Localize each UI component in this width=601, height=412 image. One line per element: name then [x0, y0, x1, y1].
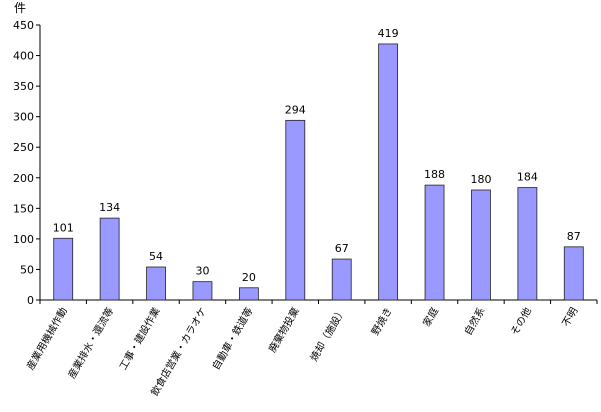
data-label: 294 [285, 103, 306, 116]
y-tick-label: 250 [13, 141, 34, 154]
x-tick-label: 産業排水・還流等 [65, 305, 116, 381]
data-label: 180 [470, 173, 491, 186]
bar [378, 43, 399, 301]
y-tick-label: 450 [13, 19, 34, 32]
bar [53, 237, 74, 301]
y-tick-label: 350 [13, 80, 34, 93]
bar [238, 287, 259, 301]
data-label: 188 [424, 168, 445, 181]
x-tick-label: 野焼き [369, 306, 394, 338]
x-tick-label: 廃棄物投棄 [266, 305, 302, 355]
y-tick-label: 300 [13, 111, 34, 124]
bar [285, 119, 306, 301]
data-label: 87 [567, 230, 581, 243]
x-tick-label: 焼却（施設） [307, 305, 348, 363]
bar [99, 217, 120, 301]
x-tick-label: 不明 [560, 306, 580, 329]
data-label: 419 [378, 27, 399, 40]
x-tick-label: 工事・建設作業 [116, 305, 162, 372]
y-tick-label: 100 [13, 233, 34, 246]
data-label: 30 [195, 265, 209, 278]
y-tick-label: 0 [27, 294, 34, 307]
y-tick-label: 150 [13, 202, 34, 215]
y-tick-label: 50 [20, 263, 34, 276]
data-label: 184 [517, 171, 538, 184]
bar [424, 184, 445, 301]
data-label: 134 [99, 201, 120, 214]
data-label: 101 [53, 221, 74, 234]
data-label: 54 [149, 250, 163, 263]
bar [331, 258, 352, 301]
y-unit: 件 [14, 1, 26, 15]
x-tick-label: 家庭 [420, 305, 441, 329]
bar [471, 189, 491, 301]
y-tick-label: 400 [13, 50, 34, 63]
bar [517, 187, 538, 301]
data-label: 67 [335, 242, 349, 255]
data-label: 20 [242, 271, 256, 284]
x-tick-label: 自動車・鉄道等 [209, 305, 255, 372]
y-tick-label: 200 [13, 172, 34, 185]
x-tick-label: その他 [508, 305, 534, 337]
bar [146, 266, 166, 301]
x-tick-label: 自然系 [461, 305, 487, 337]
bar [192, 281, 213, 301]
x-tick-label: 産業用機械作動 [24, 305, 70, 372]
bar [563, 246, 584, 301]
